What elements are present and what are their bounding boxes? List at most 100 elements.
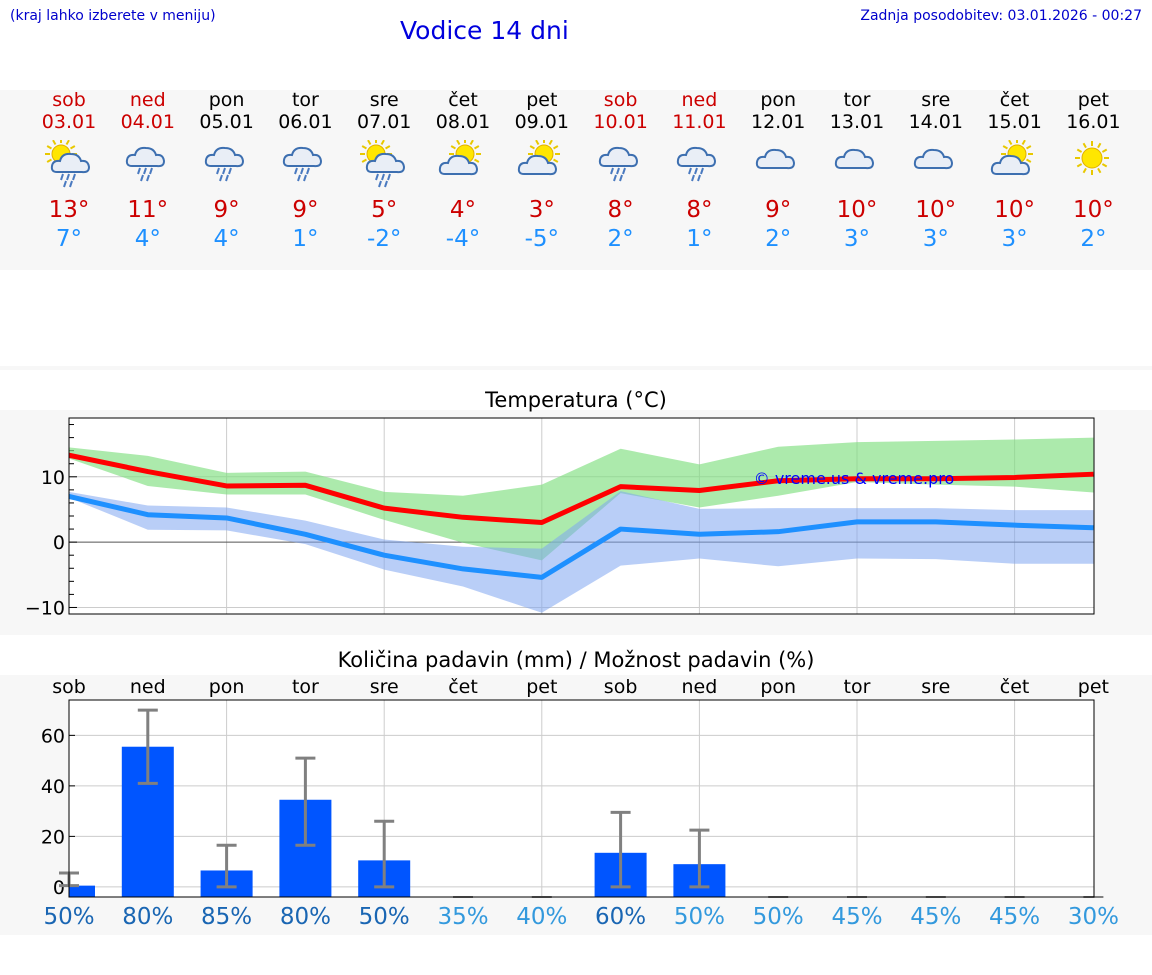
precip-day-label: sob xyxy=(52,676,86,698)
precip-day-label: čet xyxy=(999,676,1030,698)
temp-max: 11° xyxy=(127,197,169,223)
day-date: 15.01 xyxy=(987,111,1042,133)
day-name: ned xyxy=(681,89,718,111)
temp-max: 5° xyxy=(371,197,398,223)
temp-min: -5° xyxy=(524,226,560,252)
temp-min: -4° xyxy=(445,226,481,252)
precip-probability: 80% xyxy=(279,904,331,930)
precip-day-label: ned xyxy=(681,676,718,698)
cloud-rain-icon xyxy=(275,140,335,200)
precip-day-label: pon xyxy=(208,676,245,698)
precip-day-label: pet xyxy=(526,676,558,698)
day-name: čet xyxy=(448,89,478,111)
temp-min: 3° xyxy=(843,226,871,252)
day-date: 03.01 xyxy=(41,111,97,133)
temp-max: 10° xyxy=(1073,197,1114,223)
day-name: sob xyxy=(52,89,86,111)
cloud-rain-icon xyxy=(669,140,729,200)
cloud-rain-icon xyxy=(118,140,178,200)
precip-probability: 60% xyxy=(595,904,647,930)
temp-min: 3° xyxy=(922,226,949,252)
last-updated: Zadnja posodobitev: 03.01.2026 - 00:27 xyxy=(860,8,1142,24)
forecast-band xyxy=(0,90,1152,270)
precip-probability: 85% xyxy=(201,904,253,930)
temp-min: 2° xyxy=(765,226,792,252)
temp-min: 2° xyxy=(607,226,634,252)
day-name: sre xyxy=(921,89,951,111)
precip-probability: 45% xyxy=(831,904,883,930)
temp-min: 1° xyxy=(686,226,713,252)
day-date: 09.01 xyxy=(514,111,569,133)
precip-chart-title: Količina padavin (mm) / Možnost padavin … xyxy=(337,648,815,672)
temp-max: 8° xyxy=(686,197,713,223)
temp-min: 4° xyxy=(134,226,161,252)
precip-day-label: sre xyxy=(369,676,399,698)
precip-day-label: pon xyxy=(760,676,797,698)
temp-max: 13° xyxy=(48,197,90,223)
day-date: 16.01 xyxy=(1066,111,1121,133)
day-date: 14.01 xyxy=(908,111,963,133)
precip-day-label: čet xyxy=(448,676,478,698)
precip-day-label: sob xyxy=(603,676,638,698)
day-name: pet xyxy=(526,89,558,111)
temp-chart-band xyxy=(0,410,1152,635)
day-date: 10.01 xyxy=(593,111,648,133)
temp-max: 10° xyxy=(994,197,1035,223)
precip-day-label: sre xyxy=(921,676,951,698)
temp-min: -2° xyxy=(366,226,402,252)
precip-probability: 50% xyxy=(43,904,95,930)
day-name: čet xyxy=(999,89,1030,111)
cloud-rain-icon xyxy=(197,140,257,200)
precip-day-label: tor xyxy=(291,676,319,698)
sun-cloud-rain-icon xyxy=(354,138,414,200)
precip-probability: 45% xyxy=(989,904,1041,930)
sun-icon xyxy=(1063,140,1123,200)
cloud-icon xyxy=(827,140,887,200)
precip-probability: 50% xyxy=(752,904,804,930)
precip-probability: 50% xyxy=(673,904,725,930)
separator-band xyxy=(0,366,1152,370)
temp-max: 9° xyxy=(213,197,240,223)
temp-max: 4° xyxy=(449,197,477,223)
day-name: tor xyxy=(843,89,871,111)
temp-min: 7° xyxy=(55,226,83,252)
temp-max: 8° xyxy=(607,197,634,223)
day-name: pon xyxy=(760,89,797,111)
sun-cloud-icon xyxy=(433,138,493,200)
page-title: Vodice 14 dni xyxy=(400,16,569,45)
day-date: 13.01 xyxy=(829,111,885,133)
sun-cloud-icon xyxy=(985,138,1045,200)
temp-max: 9° xyxy=(765,197,792,223)
temp-min: 4° xyxy=(213,226,240,252)
day-date: 11.01 xyxy=(672,111,727,133)
precip-chart-band xyxy=(0,675,1152,935)
region-note[interactable]: (kraj lahko izberete v meniju) xyxy=(10,8,216,24)
day-date: 04.01 xyxy=(120,111,175,133)
day-date: 06.01 xyxy=(278,111,333,133)
day-date: 12.01 xyxy=(750,111,806,133)
sun-cloud-rain-icon xyxy=(39,138,99,200)
cloud-icon xyxy=(748,140,808,200)
day-date: 07.01 xyxy=(356,111,412,133)
precip-probability: 45% xyxy=(910,904,962,930)
precip-probability: 30% xyxy=(1067,904,1119,930)
day-name: pet xyxy=(1077,89,1109,111)
precip-probability: 80% xyxy=(122,904,174,930)
day-date: 05.01 xyxy=(199,111,254,133)
temp-max: 3° xyxy=(528,197,555,223)
day-name: sre xyxy=(369,89,399,111)
temp-min: 2° xyxy=(1080,226,1107,252)
precip-probability: 35% xyxy=(437,904,489,930)
cloud-rain-icon xyxy=(591,140,651,200)
temp-min: 1° xyxy=(292,226,319,252)
temp-min: 3° xyxy=(1001,226,1028,252)
cloud-icon xyxy=(906,140,966,200)
day-name: pon xyxy=(208,89,245,111)
day-name: tor xyxy=(291,89,319,111)
day-name: sob xyxy=(603,89,638,111)
temp-chart-title: Temperatura (°C) xyxy=(485,388,667,412)
precip-day-label: tor xyxy=(843,676,871,698)
day-name: ned xyxy=(129,89,166,111)
precip-probability: 50% xyxy=(358,904,410,930)
temp-max: 10° xyxy=(836,197,878,223)
